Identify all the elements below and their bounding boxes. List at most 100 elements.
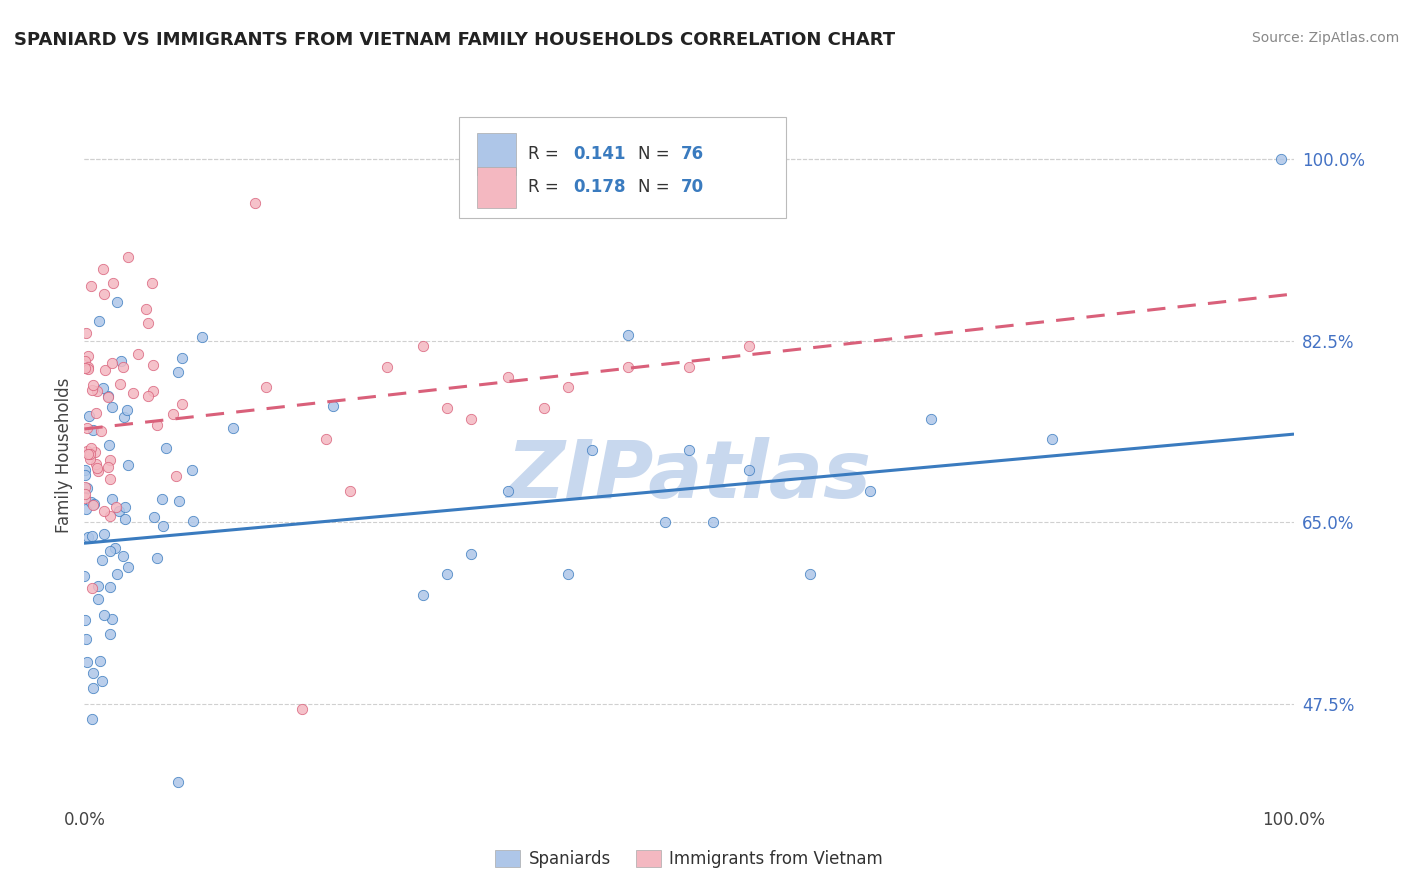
Point xyxy=(104,541,127,555)
Point xyxy=(170,397,193,411)
Point xyxy=(79,447,101,461)
Point xyxy=(460,547,482,561)
Point xyxy=(110,354,132,368)
Point xyxy=(97,390,120,404)
Point xyxy=(75,468,97,483)
Point xyxy=(75,632,97,647)
Point xyxy=(82,377,104,392)
Point xyxy=(221,421,243,435)
Point xyxy=(738,463,761,477)
Point xyxy=(77,361,100,376)
Point xyxy=(111,360,134,375)
Point xyxy=(86,591,108,606)
Point xyxy=(79,451,101,466)
Text: SPANIARD VS IMMIGRANTS FROM VIETNAM FAMILY HOUSEHOLDS CORRELATION CHART: SPANIARD VS IMMIGRANTS FROM VIETNAM FAMI… xyxy=(14,31,896,49)
Text: R =: R = xyxy=(529,145,564,163)
Point xyxy=(80,712,103,726)
Point xyxy=(86,384,108,399)
Point xyxy=(191,330,214,344)
Point xyxy=(91,381,114,395)
Point xyxy=(97,389,120,403)
Point xyxy=(87,464,110,478)
Point xyxy=(243,195,266,210)
Text: N =: N = xyxy=(638,178,675,196)
Point xyxy=(738,339,761,353)
Legend: Spaniards, Immigrants from Vietnam: Spaniards, Immigrants from Vietnam xyxy=(488,843,890,874)
Point xyxy=(100,400,122,414)
Point xyxy=(98,438,121,452)
Point xyxy=(135,301,157,316)
Point xyxy=(112,549,135,564)
Point xyxy=(117,458,139,472)
Point xyxy=(82,423,104,437)
Point xyxy=(112,410,135,425)
Text: 70: 70 xyxy=(681,178,703,196)
Point xyxy=(678,442,700,457)
Point xyxy=(166,365,188,379)
Point xyxy=(89,654,111,668)
Point xyxy=(93,504,115,518)
Point xyxy=(98,580,121,594)
Point xyxy=(375,359,398,374)
Point xyxy=(73,354,96,368)
Point xyxy=(100,472,122,486)
Point xyxy=(315,433,337,447)
Point xyxy=(678,359,700,374)
Point xyxy=(460,411,482,425)
Point xyxy=(86,457,108,471)
Point xyxy=(105,566,128,581)
Point xyxy=(107,504,129,518)
Point xyxy=(76,530,98,544)
Point xyxy=(108,377,131,392)
FancyBboxPatch shape xyxy=(478,167,516,208)
Point xyxy=(86,406,108,420)
Point xyxy=(142,384,165,399)
Point xyxy=(73,491,96,505)
Point xyxy=(98,453,121,467)
Point xyxy=(100,356,122,370)
Point xyxy=(91,673,114,688)
Point xyxy=(496,484,519,499)
Point xyxy=(136,389,159,403)
Point xyxy=(75,613,97,627)
Point xyxy=(557,567,579,582)
Point xyxy=(654,516,676,530)
Point xyxy=(73,569,96,583)
Point xyxy=(86,461,108,475)
Point xyxy=(82,529,104,543)
Point xyxy=(412,339,434,353)
Point xyxy=(291,702,314,716)
Point xyxy=(93,286,115,301)
Text: N =: N = xyxy=(638,145,675,163)
Point xyxy=(76,444,98,458)
Point xyxy=(127,347,149,361)
Point xyxy=(91,262,114,277)
Point xyxy=(76,481,98,495)
Point xyxy=(86,579,108,593)
Point xyxy=(167,775,190,789)
Point xyxy=(73,361,96,376)
Point xyxy=(100,491,122,506)
Point xyxy=(80,278,103,293)
Point xyxy=(114,512,136,526)
Point xyxy=(181,514,204,528)
Point xyxy=(162,407,184,421)
Point xyxy=(75,502,97,516)
Point xyxy=(117,559,139,574)
Point xyxy=(76,349,98,363)
Point xyxy=(412,588,434,602)
Point xyxy=(82,681,104,696)
Point xyxy=(77,409,100,424)
FancyBboxPatch shape xyxy=(460,118,786,219)
Point xyxy=(76,655,98,669)
Text: ZIPatlas: ZIPatlas xyxy=(506,437,872,515)
Point xyxy=(73,479,96,493)
Point xyxy=(1040,433,1063,447)
Point xyxy=(533,401,555,416)
Point xyxy=(152,518,174,533)
Point xyxy=(90,553,112,567)
Text: 0.141: 0.141 xyxy=(572,145,626,163)
Point xyxy=(799,567,821,582)
Point xyxy=(98,509,121,524)
Point xyxy=(141,277,163,291)
